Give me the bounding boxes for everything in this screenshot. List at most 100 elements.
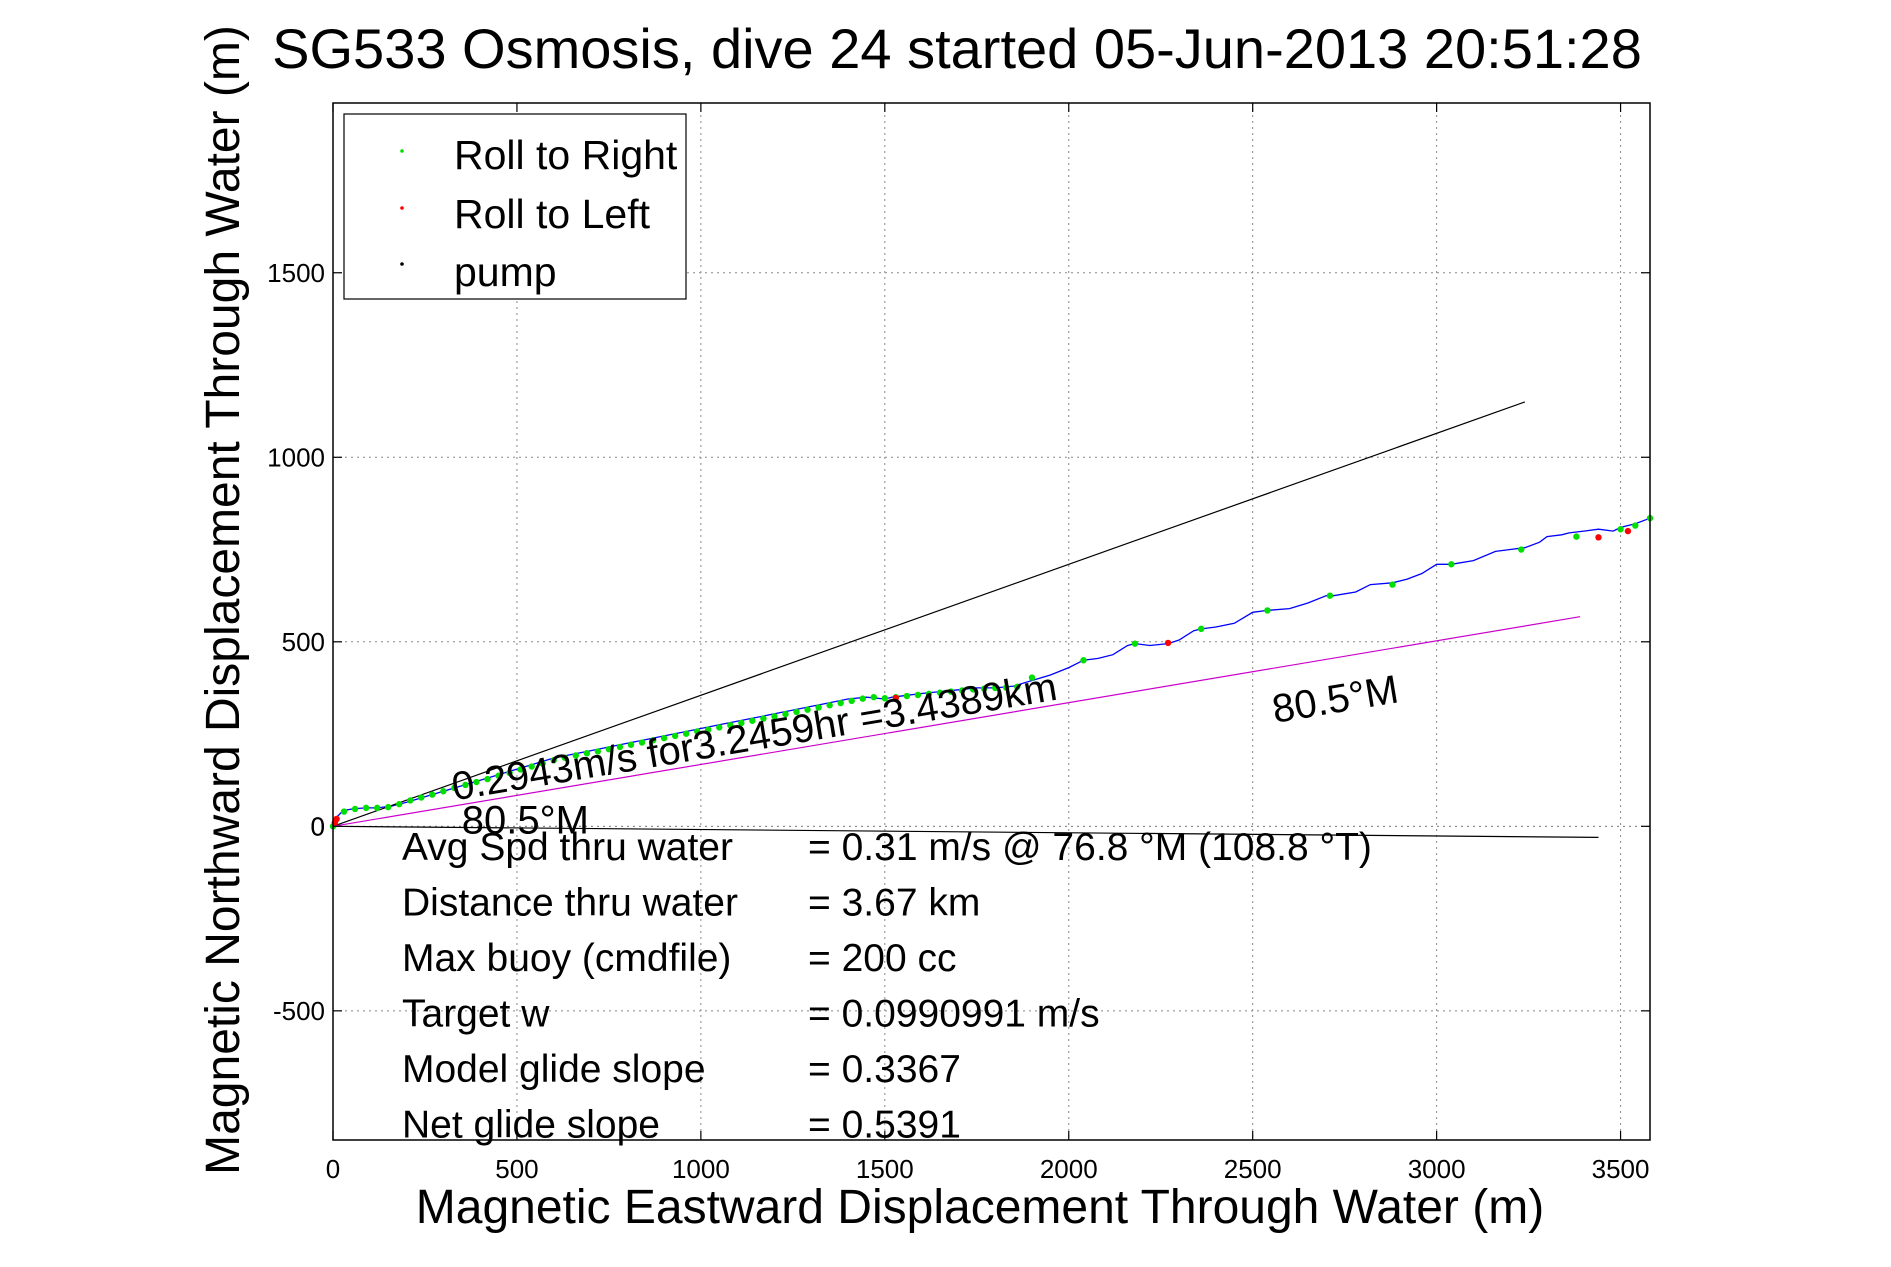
y-tick-label: 1500: [267, 258, 325, 288]
x-tick-label: 3000: [1408, 1154, 1466, 1184]
stat-label: Model glide slope: [402, 1048, 706, 1091]
roll-right-point: [1326, 592, 1334, 599]
roll-right-point: [991, 684, 999, 692]
roll-left-point: [1624, 527, 1632, 535]
roll-right-point: [649, 737, 657, 744]
roll-right-point: [760, 715, 767, 722]
stat-label: Avg Spd thru water: [402, 826, 733, 869]
roll-right-point: [671, 732, 679, 740]
roll-right-point: [936, 689, 944, 696]
stat-value: = 0.31 m/s @ 76.8 °M (108.8 °T): [808, 826, 1372, 869]
roll-right-point: [605, 745, 613, 753]
x-axis-label: Magnetic Eastward Displacement Through W…: [416, 1181, 1544, 1234]
roll-right-point: [859, 695, 866, 702]
roll-right-point: [716, 724, 723, 731]
roll-right-point: [407, 797, 414, 804]
roll-right-point: [340, 808, 348, 815]
legend-label-roll-left: Roll to Left: [454, 191, 651, 237]
roll-right-point: [429, 791, 436, 798]
y-tick-label: 500: [282, 627, 325, 657]
pump-line-series: [332, 825, 1599, 839]
roll-right-point: [561, 754, 568, 761]
roll-right-point: [1389, 581, 1396, 588]
legend-marker-roll-right: [400, 149, 404, 153]
roll-right-point: [848, 697, 855, 705]
axis-ticks: 0 500 1000 1500 2000 2500 3000 3500 -500 0 500 1000…: [267, 103, 1650, 1184]
roll-right-point: [749, 717, 756, 724]
roll-right-point: [462, 781, 469, 789]
x-tick-label: 1500: [856, 1154, 914, 1184]
roll-right-point: [1518, 546, 1525, 553]
roll-right-point: [1003, 684, 1010, 691]
grid-lines: [333, 103, 1650, 1140]
roll-right-point: [616, 743, 624, 751]
roll-right-point: [506, 769, 513, 777]
roll-right-point: [782, 710, 789, 718]
roll-left-point: [892, 694, 900, 702]
roll-right-point: [495, 772, 502, 779]
roll-right-point: [373, 804, 381, 812]
stat-value: = 0.0990991 m/s: [808, 993, 1100, 1036]
x-tick-label: 3500: [1592, 1154, 1650, 1184]
y-tick-label: 1000: [267, 442, 325, 472]
roll-right-point: [517, 766, 524, 773]
stat-value: = 3.67 km: [808, 882, 980, 925]
stat-label: Net glide slope: [402, 1104, 660, 1147]
stat-value: = 0.3367: [808, 1048, 961, 1091]
roll-right-point: [1028, 674, 1036, 681]
chart-title: SG533 Osmosis, dive 24 started 05-Jun-20…: [272, 17, 1642, 80]
roll-right-point: [351, 805, 359, 813]
roll-right-point: [969, 686, 977, 693]
y-tick-label: 0: [311, 811, 325, 841]
roll-right-point: [539, 760, 546, 767]
roll-right-point: [727, 722, 734, 729]
roll-right-point: [947, 688, 955, 695]
roll-right-point: [396, 800, 403, 808]
roll-right-point: [693, 728, 701, 735]
roll-right-point: [738, 719, 745, 727]
x-tick-label: 0: [326, 1154, 340, 1184]
heading-line-series: [332, 616, 1581, 827]
roll-right-point: [528, 763, 535, 770]
roll-right-point: [1197, 625, 1205, 633]
roll-right-point: [958, 687, 966, 694]
y-tick-label: 0: [311, 811, 325, 841]
roll-left-point: [1164, 639, 1172, 647]
stat-value: = 0.5391: [808, 1104, 961, 1147]
roll-right-point: [682, 730, 690, 737]
roll-right-point: [1632, 522, 1639, 529]
legend-box: [343, 113, 687, 300]
x-tick-label: 2000: [1040, 1154, 1098, 1184]
roll-right-point: [1264, 607, 1271, 614]
roll-left-point: [333, 815, 340, 823]
roll-right-point: [826, 702, 833, 709]
x-tick-label: 500: [495, 1154, 538, 1184]
roll-right-point: [925, 690, 933, 698]
roll-right-point: [903, 692, 911, 700]
roll-right-point: [550, 757, 557, 764]
roll-right-point: [440, 788, 447, 795]
y-tick-label: -500: [273, 996, 325, 1026]
roll-right-point: [870, 693, 877, 701]
roll-right-point: [815, 704, 822, 711]
roll-right-point: [1617, 526, 1624, 533]
roll-left-point: [1595, 534, 1602, 541]
roll-right-point: [627, 741, 635, 748]
roll-right-point: [804, 706, 811, 713]
roll-right-point: [1131, 640, 1139, 647]
roll-right-point: [418, 794, 425, 801]
stat-label: Target w: [402, 993, 550, 1036]
roll-right-point: [583, 750, 591, 757]
plot-frame: [332, 102, 1651, 1141]
roll-right-point: [594, 748, 602, 755]
roll-right-point: [1448, 561, 1455, 568]
roll-right-point: [451, 784, 458, 792]
x-tick-label: 1000: [672, 1154, 730, 1184]
roll-right-point: [362, 804, 370, 812]
dive-stats: Avg Spd thru water = 0.31 m/s @ 76.8 °M (…: [402, 826, 1372, 1147]
stat-value: = 200 cc: [808, 937, 957, 980]
chart-annotation: 80.5°M: [462, 799, 589, 843]
roll-right-point: [1014, 683, 1021, 691]
roll-right-point: [793, 708, 800, 716]
